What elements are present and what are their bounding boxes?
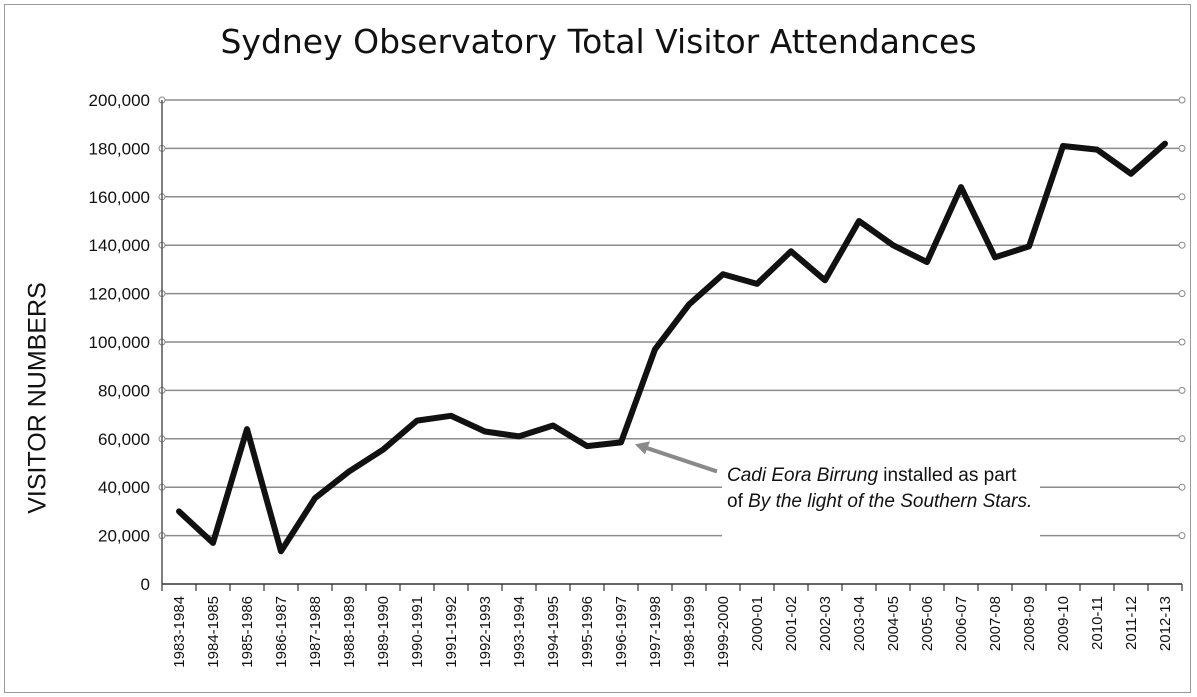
gridline-marker [1178, 241, 1186, 249]
annotation-arrow [644, 445, 718, 474]
y-tick-label: 180,000 [89, 139, 150, 158]
y-tick-label: 20,000 [98, 527, 150, 546]
y-tick-label: 40,000 [98, 478, 150, 497]
x-tick-label: 1992-1993 [477, 596, 494, 668]
x-tick-label: 1988-1989 [341, 596, 358, 668]
chart-frame [4, 4, 1191, 693]
x-tick-label: 2006-07 [953, 596, 970, 651]
series-line [176, 140, 1168, 555]
gridline-marker [1178, 386, 1186, 394]
y-tick-label: 80,000 [98, 381, 150, 400]
x-tick-label: 1986-1987 [273, 596, 290, 668]
annotation-arrowhead [635, 441, 650, 455]
x-tick-label: 2002-03 [817, 596, 834, 651]
x-tick-label: 1991-1992 [443, 596, 460, 668]
x-tick-label: 2005-06 [919, 596, 936, 651]
x-tick-label: 1993-1994 [511, 596, 528, 668]
x-tick-label: 1989-1990 [375, 596, 392, 668]
y-tick-label: 200,000 [89, 91, 150, 110]
chart-title: Sydney Observatory Total Visitor Attenda… [220, 22, 977, 61]
y-tick-label: 100,000 [89, 333, 150, 352]
x-tick-label: 2007-08 [987, 596, 1004, 651]
gridline-marker [1178, 338, 1186, 346]
x-tick-label: 2004-05 [885, 596, 902, 651]
annotation-text-1: installed as part of [727, 465, 1017, 512]
x-tick-label: 2011-12 [1123, 596, 1140, 650]
annotation-italic-2: By the light of the Southern Stars. [748, 491, 1033, 512]
x-tick-label: 1985-1986 [239, 596, 256, 668]
x-tick-label: 1990-1991 [409, 596, 426, 668]
x-tick-label: 2009-10 [1055, 596, 1072, 651]
gridline-marker [1178, 532, 1186, 540]
x-tick-label: 2000-01 [749, 596, 766, 651]
gridline-marker [1178, 96, 1186, 104]
gridline-marker [1178, 483, 1186, 491]
x-tick-label: 1994-1995 [545, 596, 562, 668]
gridline-marker [1178, 193, 1186, 201]
x-tick-label: 1997-1998 [647, 596, 664, 668]
annotation-italic-1: Cadi Eora Birrung [727, 465, 879, 486]
gridline-marker [1178, 435, 1186, 443]
x-tick-label: 2008-09 [1021, 596, 1038, 651]
x-tick-label: 2001-02 [783, 596, 800, 651]
y-tick-label: 60,000 [98, 430, 150, 449]
gridline-marker [1178, 144, 1186, 152]
x-tick-label: 1998-1999 [681, 596, 698, 668]
x-tick-label: 1996-1997 [613, 596, 630, 668]
x-tick-label: 2012-13 [1157, 596, 1174, 651]
y-tick-label: 0 [141, 575, 150, 594]
y-tick-label: 120,000 [89, 285, 150, 304]
y-tick-label: 160,000 [89, 188, 150, 207]
x-tick-label: 1999-2000 [715, 596, 732, 668]
x-tick-label: 1995-1996 [579, 596, 596, 668]
y-tick-label: 140,000 [89, 236, 150, 255]
x-tick-label: 2003-04 [851, 596, 868, 651]
x-tick-label: 1983-1984 [171, 596, 188, 668]
annotation-background [722, 458, 1040, 550]
x-tick-label: 2010-11 [1089, 596, 1106, 650]
x-tick-label: 1984-1985 [205, 596, 222, 668]
gridline-marker [1178, 290, 1186, 298]
annotation-note: Cadi Eora Birrung installed as part of B… [727, 463, 1037, 515]
x-tick-label: 1987-1988 [307, 596, 324, 668]
